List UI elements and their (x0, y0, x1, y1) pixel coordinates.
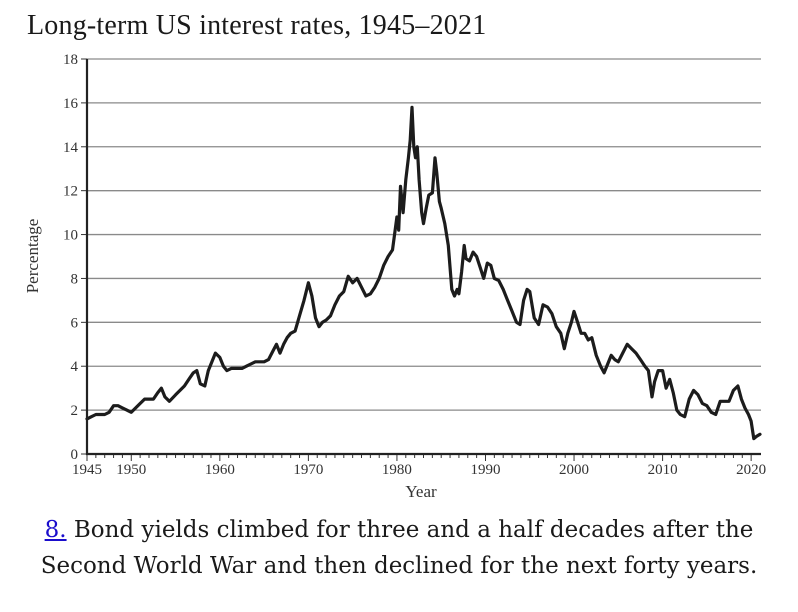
x-tick-label: 2020 (736, 462, 766, 478)
y-tick-label: 8 (71, 271, 79, 287)
y-tick-label: 12 (63, 184, 78, 200)
x-tick-label: 1990 (470, 462, 500, 478)
y-tick-label: 2 (71, 403, 79, 419)
y-axis-title: Percentage (23, 219, 42, 294)
y-axis-ticks: 0 2 4 6 8 10 12 14 16 18 (63, 52, 87, 463)
chart-title: Long-term US interest rates, 1945–2021 (27, 10, 487, 41)
y-tick-label: 4 (71, 359, 79, 375)
x-tick-label: 1960 (205, 462, 235, 478)
x-tick-label: 2010 (648, 462, 678, 478)
gridlines (87, 58, 761, 411)
y-tick-label: 0 (71, 447, 79, 463)
line-chart: 0 2 4 6 8 10 12 14 16 18 1945 1950 1960 1970 1980 1990… (23, 52, 766, 501)
caption-text: Bond yields climbed for three and a half… (40, 517, 758, 579)
x-tick-label: 1945 (72, 462, 102, 478)
x-axis-title: Year (405, 482, 437, 501)
y-tick-label: 16 (63, 96, 79, 112)
figure-caption: 8. Bond yields climbed for three and a h… (0, 512, 798, 584)
figure-number-link[interactable]: 8. (44, 517, 67, 543)
x-tick-label: 2000 (559, 462, 589, 478)
x-axis-ticks: 1945 1950 1960 1970 1980 1990 2000 2010 2020 (72, 454, 766, 478)
y-tick-label: 14 (63, 140, 79, 156)
y-tick-label: 18 (63, 52, 78, 68)
x-tick-label: 1980 (382, 462, 412, 478)
y-tick-label: 10 (63, 228, 78, 244)
x-tick-label: 1970 (293, 462, 323, 478)
series-line-interest-rate (85, 105, 762, 441)
x-tick-label: 1950 (116, 462, 146, 478)
y-tick-label: 6 (71, 315, 79, 331)
